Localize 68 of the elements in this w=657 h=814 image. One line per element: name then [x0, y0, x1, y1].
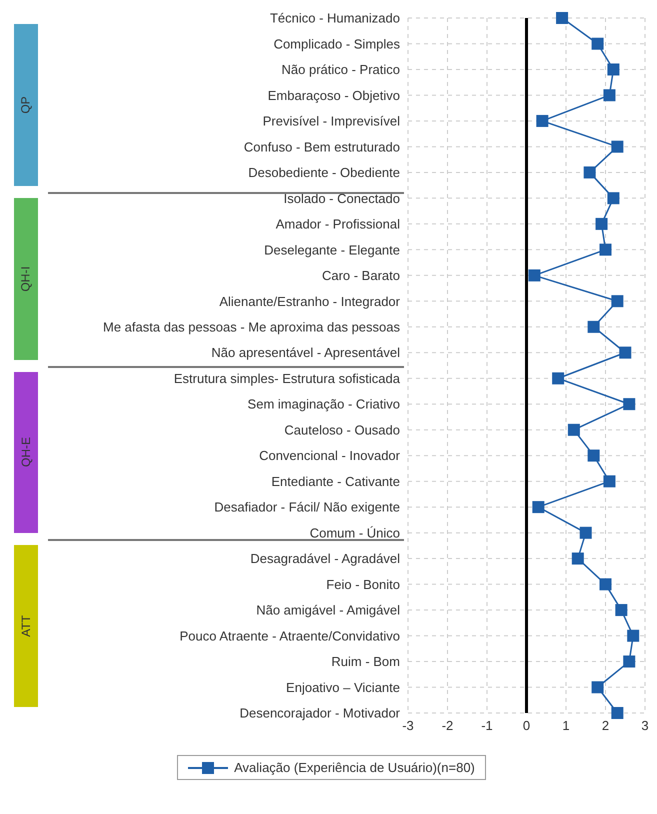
- y-tick-label: Ruim - Bom: [331, 654, 400, 670]
- y-tick-label: Desobediente - Obediente: [248, 165, 400, 180]
- text: QP: [19, 96, 33, 114]
- point: [580, 526, 592, 539]
- point: [536, 114, 548, 127]
- text: ATT: [19, 615, 33, 638]
- y-tick-label: Embaraçoso - Objetivo: [268, 88, 400, 103]
- point: [572, 552, 584, 565]
- point: [627, 630, 640, 642]
- y-tick-label: Não prático - Pratico: [282, 62, 400, 78]
- x-tick-label: -3: [402, 718, 414, 734]
- y-tick-label: Enjoativo – Viciante: [286, 680, 400, 695]
- y-tick-label: Cauteloso - Ousado: [284, 422, 400, 438]
- y-tick-label: Feio - Bonito: [326, 576, 400, 592]
- point: [584, 166, 596, 178]
- point: [607, 192, 620, 204]
- y-tick-label: Me afasta das pessoas - Me aproxima das pessoas: [103, 320, 400, 335]
- y-tick-label: Desagradável - Agradável: [250, 551, 400, 566]
- point: [600, 578, 612, 590]
- point: [603, 475, 616, 488]
- point: [556, 12, 568, 24]
- point: [611, 707, 624, 719]
- y-tick-label: Convencional - Inovador: [259, 448, 401, 464]
- y-tick-label: Desencorajador - Motivador: [240, 706, 401, 721]
- y-tick-label: Isolado - Conectado: [284, 190, 400, 206]
- y-tick-label: Previsível - Imprevisível: [262, 114, 400, 129]
- y-tick-label: Confuso - Bem estruturado: [244, 139, 400, 154]
- point: [596, 218, 608, 230]
- point: [623, 398, 636, 410]
- point: [611, 295, 624, 308]
- x-tick-label: 2: [602, 718, 610, 734]
- point: [592, 681, 604, 694]
- x-tick-label: 0: [522, 718, 530, 734]
- x-tick-label: 1: [562, 718, 570, 734]
- y-tick-label: Amador - Profissional: [276, 216, 400, 232]
- y-tick-label: Comum - Único: [310, 525, 400, 540]
- y-tick-label: Entediante - Cativante: [271, 474, 400, 489]
- point: [528, 269, 540, 282]
- x-tick-label: -2: [442, 718, 454, 734]
- point: [611, 140, 624, 153]
- point: [623, 656, 636, 668]
- text: QH-E: [19, 437, 33, 468]
- point: [603, 89, 616, 102]
- point: [552, 372, 564, 384]
- x-tick-label: -1: [481, 718, 493, 734]
- point: [532, 501, 544, 514]
- point: [588, 320, 600, 333]
- point: [568, 424, 580, 436]
- text: QH-I: [19, 266, 33, 292]
- point: [607, 63, 620, 76]
- y-tick-label: Deselegante - Elegante: [264, 242, 400, 258]
- y-tick-label: Não apresentável - Apresentável: [211, 345, 400, 360]
- y-tick-label: Complicado - Simples: [274, 36, 400, 52]
- point: [619, 346, 632, 359]
- point: [588, 450, 600, 462]
- y-tick-label: Alienante/Estranho - Integrador: [219, 294, 401, 309]
- x-tick-label: 3: [641, 718, 649, 734]
- legend-label: Avaliação (Experiência de Usuário)(n=80): [234, 760, 475, 775]
- point: [615, 604, 628, 616]
- y-tick-label: Técnico - Humanizado: [270, 10, 400, 26]
- point: [600, 244, 612, 256]
- y-tick-label: Sem imaginação - Criativo: [248, 396, 400, 412]
- y-tick-label: Pouco Atraente - Atraente/Convidativo: [180, 628, 400, 644]
- y-tick-label: Estrutura simples- Estrutura sofisticada: [174, 370, 401, 386]
- y-tick-label: Desafiador - Fácil/ Não exigente: [214, 500, 400, 515]
- y-tick-label: Caro - Barato: [322, 268, 400, 284]
- point: [592, 38, 604, 50]
- y-tick-label: Não amigável - Amigável: [256, 602, 400, 618]
